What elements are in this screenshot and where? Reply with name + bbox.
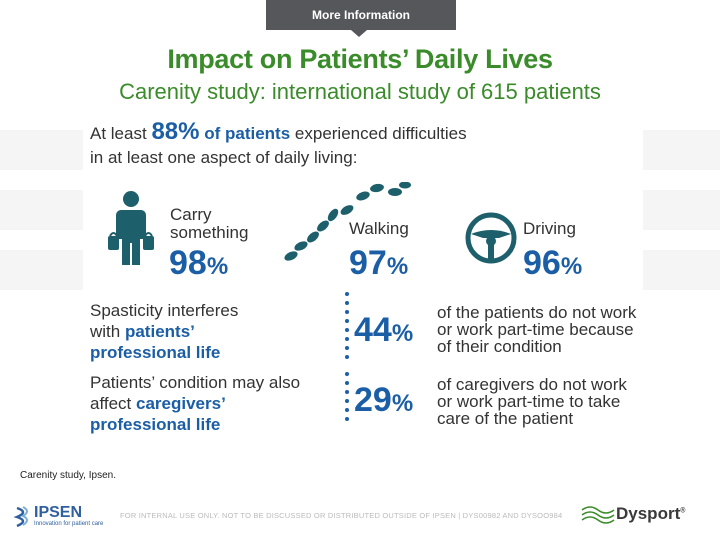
activity-walking-value: 97%: [349, 244, 409, 282]
footer-disclaimer: FOR INTERNAL USE ONLY. NOT TO BE DISCUSS…: [120, 511, 563, 520]
patients-impact-line-3: professional life: [90, 343, 221, 362]
patients-work-desc-1: of the patients do not work: [437, 303, 637, 322]
caregivers-work-value: 29%: [354, 381, 414, 419]
page-subtitle: Carenity study: international study of 6…: [119, 79, 601, 104]
footer: IPSEN Innovation for patient care FOR IN…: [0, 492, 720, 540]
dysport-logo-waves-icon: [581, 506, 615, 524]
patients-impact-line-2: with patients’: [90, 322, 195, 341]
footprints-icon: [284, 182, 411, 261]
ipsen-logo-icon: [14, 506, 28, 527]
caregivers-impact-line-3: professional life: [90, 415, 221, 434]
activity-carry-value: 98%: [169, 244, 229, 282]
intro-highlight-value: 88%: [151, 118, 200, 145]
activity-walking-label: Walking: [349, 219, 409, 238]
dotted-divider: [345, 372, 349, 426]
caregivers-impact-line-2: affect caregivers’: [90, 394, 226, 413]
patients-work-desc-3: of their condition: [437, 337, 562, 356]
intro-line-2: in at least one aspect of daily living:: [90, 148, 358, 167]
caregivers-impact-line-1: Patients’ condition may also: [90, 373, 301, 392]
caregivers-work-desc-2: or work part-time to take: [437, 392, 621, 411]
patients-impact-line-1: Spasticity interferes: [90, 301, 239, 320]
intro-highlight-text: of patients: [204, 124, 291, 143]
activity-driving-value: 96%: [523, 244, 583, 282]
content-card: At least 88% of patients experienced dif…: [83, 114, 643, 436]
caregivers-work-desc-1: of caregivers do not work: [437, 375, 627, 394]
tab-pointer: [351, 30, 367, 37]
intro-line-1: At least 88% of patients experienced dif…: [90, 118, 467, 145]
activity-carry-label-1: Carry: [170, 205, 212, 224]
ipsen-tagline: Innovation for patient care: [34, 521, 104, 527]
activity-driving-label: Driving: [523, 219, 576, 238]
source-note: Carenity study, Ipsen.: [20, 470, 116, 481]
patients-work-value: 44%: [354, 311, 414, 349]
more-information-tab[interactable]: More Information: [266, 0, 456, 30]
caregivers-work-desc-3: care of the patient: [437, 409, 574, 428]
page-title: Impact on Patients’ Daily Lives: [167, 44, 553, 74]
dysport-brand: Dysport®: [616, 504, 686, 523]
steering-wheel-icon: [465, 212, 517, 264]
activity-carry-label-2: something: [170, 223, 249, 242]
patients-work-desc-2: or work part-time because: [437, 320, 634, 339]
ipsen-logo-text: IPSEN: [34, 504, 83, 521]
dotted-divider: [345, 292, 349, 364]
person-carrying-bags-icon: [108, 191, 154, 265]
